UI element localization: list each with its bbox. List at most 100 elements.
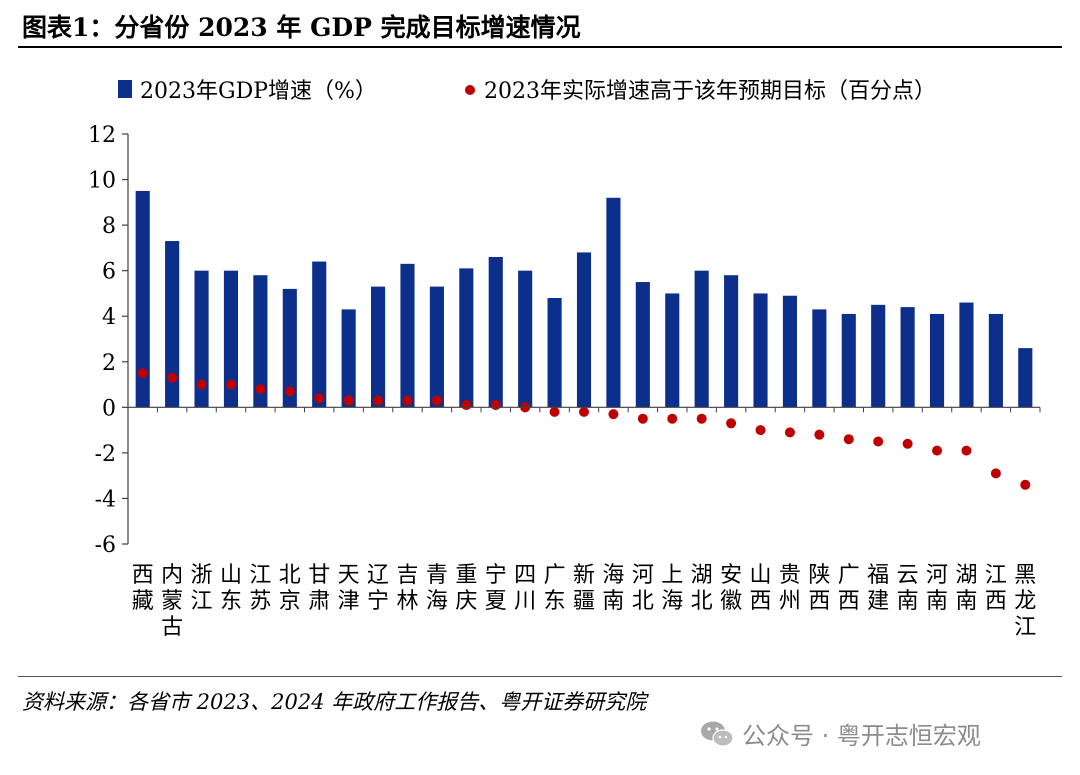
y-tick-label: 10 — [88, 169, 116, 194]
dot-series — [137, 368, 1031, 490]
bar-安徽 — [724, 275, 739, 408]
wechat-icon — [701, 721, 734, 747]
dot-北京 — [284, 386, 295, 397]
dot-山西 — [755, 425, 766, 436]
dot-贵州 — [784, 427, 795, 438]
x-tick-label: 山东 — [220, 563, 242, 614]
source-note: 资料来源：各省市 2023、2024 年政府工作报告、粤开证券研究院 — [22, 690, 647, 714]
dot-江西 — [990, 468, 1001, 479]
bar-新疆 — [576, 252, 592, 408]
x-tick-label: 甘肃 — [308, 563, 330, 614]
bar-北京 — [282, 288, 297, 408]
dot-浙江 — [196, 379, 207, 390]
bar-四川 — [518, 270, 533, 408]
x-tick-label: 云南 — [897, 563, 919, 614]
watermark: 公众号 · 粤开志恒宏观 — [700, 716, 981, 751]
dot-重庆 — [461, 400, 472, 411]
bar-福建 — [871, 304, 886, 408]
dot-新疆 — [579, 406, 589, 417]
x-tick-label: 陕西 — [808, 563, 830, 614]
chart-area: 2023年GDP增速（%） 2023年实际增速高于该年预期目标（百分点） -6 -4… — [88, 79, 1041, 640]
x-tick-label: 四川 — [514, 563, 536, 614]
dot-江苏 — [255, 384, 266, 395]
bar-河南 — [929, 313, 945, 408]
dot-海南 — [608, 409, 619, 420]
dot-辽宁 — [373, 395, 384, 406]
y-tick-label: 0 — [102, 396, 116, 421]
dot-天津 — [343, 395, 354, 406]
legend-swatch-dot — [465, 85, 475, 95]
bar-河北 — [635, 282, 650, 408]
x-tick-label: 宁夏 — [485, 563, 507, 614]
dot-湖南 — [961, 445, 972, 456]
x-tick-label: 贵州 — [779, 563, 801, 614]
bar-广东 — [547, 298, 562, 408]
x-tick-label: 重庆 — [455, 563, 477, 614]
x-axis: 西藏内蒙古浙江山东江苏北京甘肃天津辽宁吉林青海重庆宁夏四川广东新疆海南河北上海湖… — [127, 406, 1041, 640]
bar-重庆 — [459, 268, 474, 408]
x-tick-label: 湖北 — [691, 563, 713, 614]
bar-西藏 — [135, 190, 150, 408]
x-tick-label: 安徽 — [720, 563, 742, 614]
dot-云南 — [902, 438, 913, 449]
bar-广西 — [841, 313, 856, 408]
x-tick-label: 湖南 — [955, 563, 977, 614]
x-tick-label: 福建 — [867, 563, 889, 614]
y-axis: -6 -4 -2 0 2 4 6 8 10 12 — [88, 123, 129, 558]
bar-湖北 — [694, 270, 709, 408]
dot-山东 — [225, 379, 236, 390]
bar-陕西 — [812, 309, 827, 408]
x-tick-label: 吉林 — [396, 563, 418, 614]
dot-上海 — [667, 413, 678, 424]
x-tick-label: 浙江 — [191, 563, 213, 614]
y-tick-label: 2 — [102, 351, 116, 376]
bar-贵州 — [782, 295, 797, 408]
dot-青海 — [431, 395, 442, 406]
dot-安徽 — [726, 418, 737, 429]
x-tick-label: 河北 — [632, 563, 654, 614]
dot-河北 — [637, 413, 648, 424]
y-tick-label: 12 — [88, 123, 116, 148]
dot-湖北 — [696, 413, 707, 424]
x-tick-label: 新疆 — [573, 563, 595, 614]
x-tick-label: 辽宁 — [367, 563, 389, 614]
y-tick-label: -2 — [95, 442, 116, 467]
dot-内蒙古 — [167, 372, 178, 383]
legend: 2023年GDP增速（%） 2023年实际增速高于该年预期目标（百分点） — [118, 79, 936, 104]
x-tick-label: 黑龙江 — [1014, 563, 1036, 640]
bar-山东 — [223, 270, 239, 408]
x-tick-label: 河南 — [926, 563, 948, 614]
source-divider — [18, 676, 1062, 677]
y-tick-label: -6 — [95, 533, 116, 558]
x-tick-label: 江苏 — [249, 563, 271, 614]
x-tick-label: 山西 — [750, 563, 772, 614]
bar-辽宁 — [371, 286, 386, 408]
legend-label-dot: 2023年实际增速高于该年预期目标（百分点） — [484, 79, 936, 104]
x-tick-label: 广东 — [544, 563, 566, 614]
bar-山西 — [753, 293, 768, 408]
y-tick-label: 8 — [102, 214, 116, 239]
bar-甘肃 — [312, 261, 327, 408]
bar-湖南 — [959, 302, 974, 408]
bar-吉林 — [400, 263, 415, 408]
bar-云南 — [900, 307, 915, 408]
dot-河南 — [932, 445, 943, 456]
dot-黑龙江 — [1020, 479, 1031, 490]
watermark-text: 公众号 · 粤开志恒宏观 — [742, 722, 981, 750]
dot-吉林 — [402, 395, 413, 406]
bar-内蒙古 — [165, 241, 180, 408]
dot-陕西 — [814, 429, 825, 440]
dot-西藏 — [137, 368, 148, 379]
legend-swatch-bar — [118, 80, 132, 98]
x-tick-label: 西藏 — [132, 563, 154, 614]
bar-浙江 — [194, 270, 209, 408]
bar-青海 — [429, 286, 444, 408]
dot-福建 — [873, 436, 884, 447]
legend-label-bar: 2023年GDP增速（%） — [140, 79, 377, 104]
bar-江苏 — [253, 275, 268, 408]
x-tick-label: 海南 — [602, 563, 624, 614]
x-tick-label: 江西 — [985, 563, 1007, 614]
bar-海南 — [606, 197, 621, 408]
x-tick-label: 上海 — [661, 563, 683, 614]
y-tick-label: -4 — [95, 487, 116, 512]
